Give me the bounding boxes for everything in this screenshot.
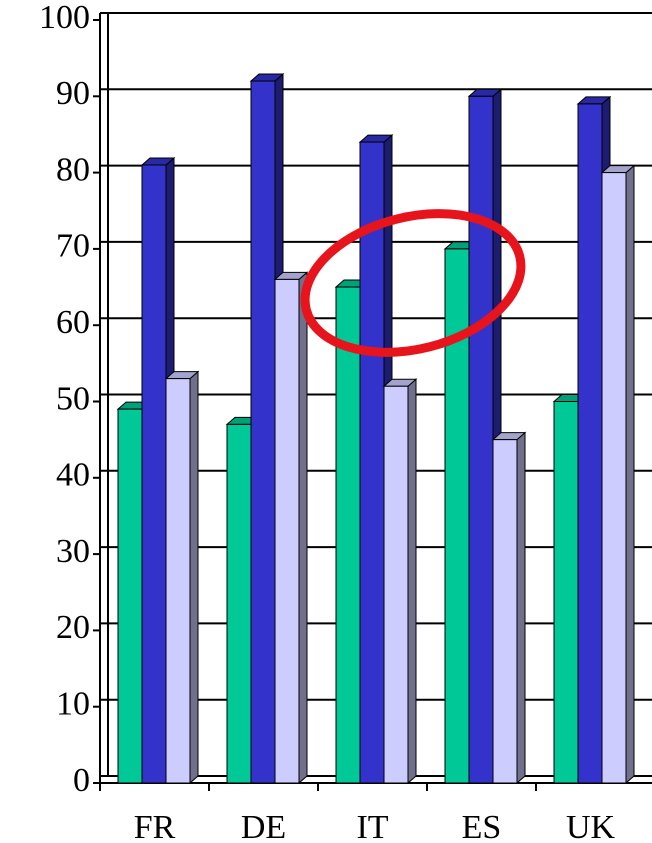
y-tick-label: 100: [39, 0, 90, 36]
bar-side: [407, 378, 417, 785]
bar: [553, 401, 579, 784]
bar: [577, 103, 603, 784]
bar-side: [298, 271, 308, 785]
x-tick-label: UK: [566, 809, 616, 843]
x-tick-label: IT: [356, 809, 388, 843]
bar: [335, 286, 361, 784]
bar: [383, 385, 409, 784]
bar: [226, 423, 252, 784]
bar-side: [189, 370, 199, 785]
plot: 0 10 20 30 40 50 60 70 80 90 100 FR DE IT ES UK: [39, 0, 652, 843]
y-tick-label: 60: [56, 304, 90, 341]
y-tick-label: 20: [56, 609, 90, 646]
y-tick-label: 70: [56, 228, 90, 265]
highlight-ellipse: [300, 209, 526, 357]
bar: [117, 408, 143, 784]
y-tick-label: 10: [56, 685, 90, 722]
y-tick-label: 80: [56, 151, 90, 188]
bar-side: [516, 431, 526, 785]
y-tick-label: 30: [56, 533, 90, 570]
y-tick-label: 90: [56, 75, 90, 112]
bar: [141, 164, 167, 784]
bar: [468, 95, 494, 784]
bar-side: [625, 164, 635, 785]
bar: [359, 141, 385, 784]
y-tick-label: 50: [56, 380, 90, 417]
bar: [165, 378, 191, 784]
x-tick-label: FR: [134, 809, 176, 843]
y-tick-label: 0: [73, 762, 90, 799]
x-tick-label: ES: [462, 809, 502, 843]
bar: [250, 80, 276, 784]
x-tick-label: DE: [241, 809, 286, 843]
bar: [274, 278, 300, 784]
bar: [492, 439, 518, 784]
y-tick-label: 40: [56, 457, 90, 494]
bar: [601, 172, 627, 784]
